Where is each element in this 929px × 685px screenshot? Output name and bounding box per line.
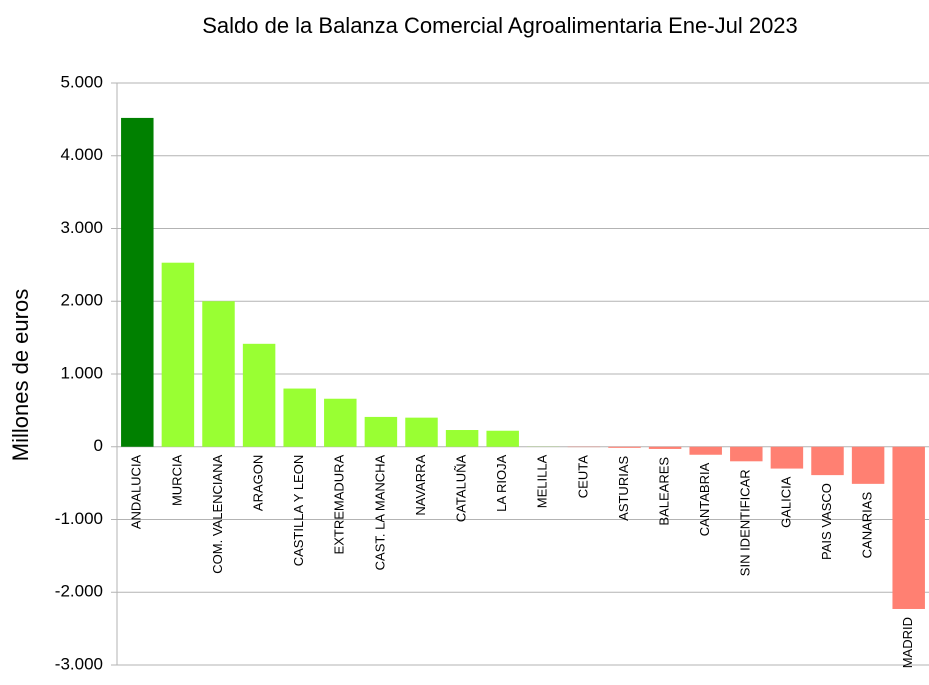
x-tick-label: GALICIA [778, 476, 793, 528]
bar [121, 117, 154, 447]
x-tick-label: MADRID [900, 617, 915, 668]
x-tick-label: BALEARES [657, 457, 672, 526]
y-tick-label: 5.000 [60, 72, 103, 91]
bar [161, 262, 195, 447]
bar [730, 446, 763, 462]
y-tick-label: -1.000 [55, 509, 103, 528]
bar [770, 446, 804, 469]
y-tick-label: -3.000 [55, 654, 103, 673]
x-tick-label: CATALUÑA [454, 454, 469, 522]
x-tick-label: CANTABRIA [697, 462, 712, 536]
x-tick-label: PAIS VASCO [819, 483, 834, 560]
x-tick-label: CEUTA [575, 455, 590, 498]
x-tick-label: LA RIOJA [494, 454, 509, 511]
x-tick-label: MURCIA [169, 454, 184, 506]
x-tick-label: NAVARRA [413, 454, 428, 515]
y-axis-title: Millones de euros [8, 289, 33, 461]
bar [202, 301, 235, 447]
x-tick-label: CANARIAS [860, 492, 875, 559]
bar [851, 446, 885, 484]
y-tick-label: 1.000 [60, 363, 103, 382]
bar [811, 446, 844, 476]
bar [283, 388, 316, 447]
x-tick-label: ARAGON [251, 455, 266, 511]
bar [324, 398, 357, 447]
y-tick-label: 2.000 [60, 291, 103, 310]
x-tick-label: SIN IDENTIFICAR [738, 469, 753, 576]
bar [486, 430, 519, 447]
x-tick-label: MELILLA [535, 454, 550, 508]
x-tick-label: ASTURIAS [616, 456, 631, 521]
bar [445, 430, 479, 447]
bar [892, 446, 925, 609]
y-tick-label: -2.000 [55, 582, 103, 601]
x-tick-label: COM. VALENCIANA [210, 454, 225, 573]
bar [364, 416, 398, 447]
y-tick-label: 0 [94, 436, 103, 455]
bar [608, 446, 641, 448]
chart-title: Saldo de la Balanza Comercial Agroalimen… [202, 13, 798, 38]
x-tick-label: ANDALUCIA [129, 454, 144, 529]
y-tick-label: 4.000 [60, 145, 103, 164]
bar [648, 446, 682, 449]
x-tick-label: EXTREMADURA [332, 454, 347, 554]
bar [242, 343, 276, 447]
x-tick-label: CAST. LA MANCHA [372, 454, 387, 570]
y-tick-label: 3.000 [60, 218, 103, 237]
bar [689, 446, 722, 455]
x-tick-label: CASTILLA Y LEON [291, 455, 306, 567]
bar [405, 417, 438, 447]
